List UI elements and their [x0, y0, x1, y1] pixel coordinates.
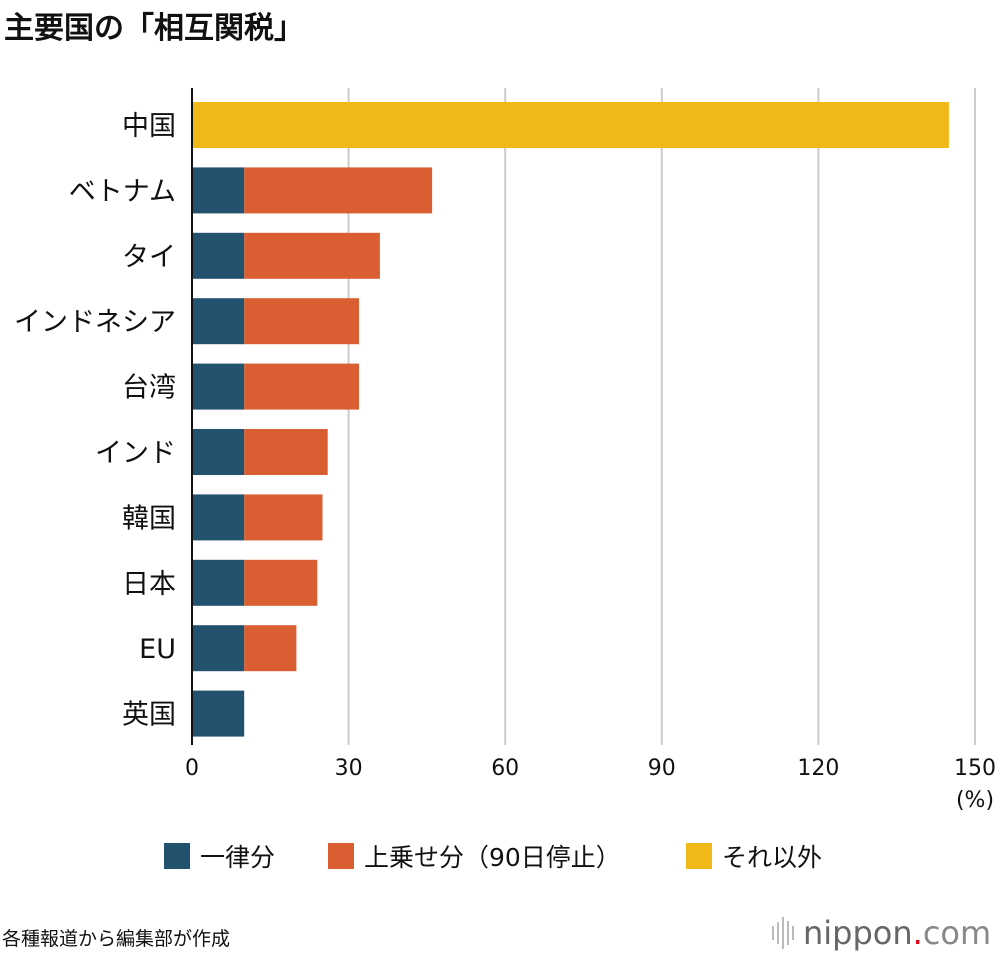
category-label: 韓国: [122, 503, 176, 534]
bar-英国-一律分: [192, 690, 245, 737]
x-tick-label: 120: [797, 756, 839, 781]
category-label: インドネシア: [14, 307, 176, 338]
category-label: 中国: [122, 111, 176, 142]
bar-日本-上乗せ分（90日停止）: [244, 559, 318, 606]
logo-main: nippon: [803, 914, 913, 952]
bar-ベトナム-上乗せ分（90日停止）: [244, 167, 433, 214]
legend-label: それ以外: [722, 843, 822, 872]
bar-EU-一律分: [192, 625, 245, 672]
logo-tail: com: [923, 914, 991, 952]
x-tick-label: 60: [491, 756, 519, 781]
legend-label: 一律分: [200, 843, 275, 872]
category-label: タイ: [122, 242, 176, 273]
legend-label: 上乗せ分（90日停止）: [364, 843, 621, 872]
category-label: 台湾: [122, 373, 176, 404]
x-tick-label: 0: [185, 756, 199, 781]
bar-インドネシア-一律分: [192, 298, 245, 345]
legend-swatch: [686, 843, 712, 869]
legend: 一律分 上乗せ分（90日停止） それ以外: [164, 843, 822, 872]
bar-インド-上乗せ分（90日停止）: [244, 429, 328, 475]
category-label: ベトナム: [69, 176, 176, 207]
bar-韓国-一律分: [192, 494, 245, 541]
legend-swatch: [328, 843, 354, 869]
bar-タイ-一律分: [192, 232, 245, 279]
bar-ベトナム-一律分: [192, 167, 245, 214]
chart-title: 主要国の「相互関税」: [4, 11, 304, 46]
x-tick-label: 150: [954, 756, 996, 781]
bar-韓国-上乗せ分（90日停止）: [244, 494, 323, 541]
category-label: インド: [95, 438, 176, 469]
x-unit-label: (%): [956, 788, 994, 813]
category-label: 英国: [122, 700, 176, 731]
nippon-logo: nippon.com: [772, 914, 991, 952]
category-label: EU: [139, 634, 176, 665]
category-label: 日本: [122, 569, 176, 600]
source-note: 各種報道から編集部が作成: [2, 928, 230, 950]
bar-インド-一律分: [192, 429, 245, 475]
x-tick-label: 90: [648, 756, 676, 781]
bar-インドネシア-上乗せ分（90日停止）: [244, 298, 360, 345]
svg-text:nippon.com: nippon.com: [803, 914, 991, 952]
bar-EU-上乗せ分（90日停止）: [244, 625, 297, 672]
bar-台湾-上乗せ分（90日停止）: [244, 363, 360, 410]
bar-台湾-一律分: [192, 363, 245, 410]
bar-日本-一律分: [192, 559, 245, 606]
logo-dot: .: [913, 914, 923, 952]
bar-中国-それ以外: [192, 102, 949, 148]
bar-タイ-上乗せ分（90日停止）: [244, 232, 380, 279]
legend-swatch: [164, 843, 190, 869]
x-tick-label: 30: [335, 756, 363, 781]
